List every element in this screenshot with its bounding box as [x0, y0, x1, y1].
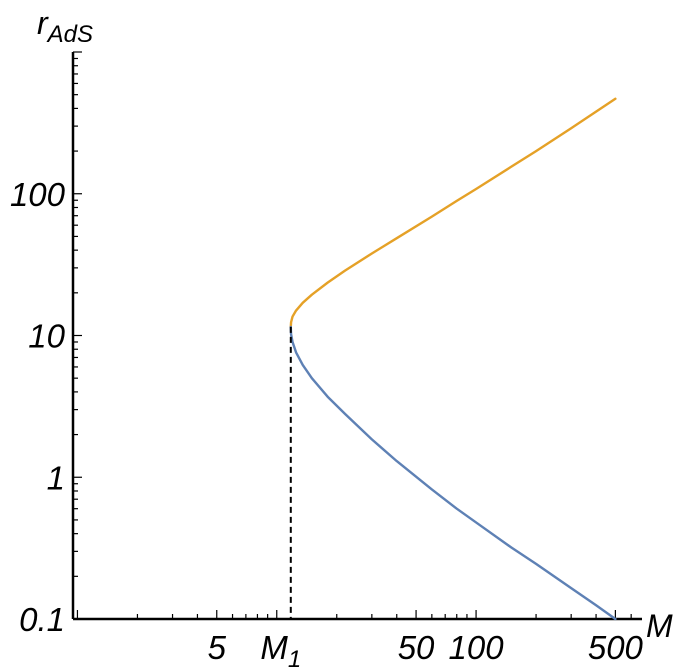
- x-tick-label: 5: [208, 629, 227, 666]
- plot-series: [289, 97, 617, 621]
- y-axis-label-main: r: [37, 5, 49, 41]
- x-marker-label: M1: [260, 629, 301, 671]
- x-marker-label-main: M: [260, 629, 288, 666]
- y-tick-label: 10: [28, 318, 65, 355]
- y-axis-label: rAdS: [37, 5, 93, 48]
- y-tick-label: 1: [47, 459, 65, 496]
- x-tick-label: 100: [449, 629, 505, 666]
- series-line-1: [289, 97, 617, 329]
- y-axis-label-subscript: AdS: [46, 21, 93, 48]
- y-tick-label: 0.1: [19, 601, 65, 638]
- x-axis-label: M: [646, 608, 673, 644]
- y-tick-label: 100: [10, 176, 66, 213]
- x-tick-label: 500: [588, 629, 644, 666]
- x-marker-label-subscript: 1: [288, 646, 301, 671]
- x-tick-label: 50: [398, 629, 435, 666]
- series-line-2: [289, 325, 617, 621]
